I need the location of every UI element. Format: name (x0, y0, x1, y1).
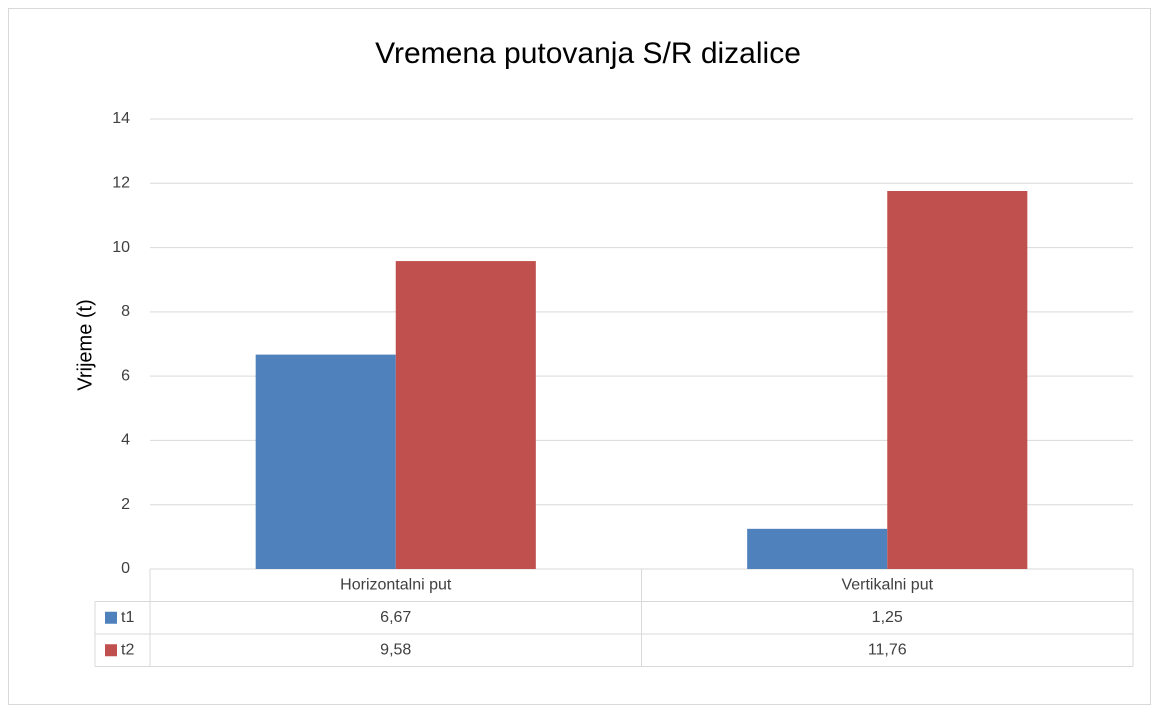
table-value: 6,67 (380, 609, 411, 626)
legend-swatch (105, 644, 117, 657)
chart-title: Vremena putovanja S/R dizalice (375, 37, 801, 70)
table-value: 1,25 (872, 609, 903, 626)
legend-label: t2 (121, 641, 134, 658)
category-label: Vertikalni put (841, 576, 933, 593)
y-tick-label: 8 (121, 303, 130, 320)
table-value: 9,58 (380, 641, 411, 658)
y-tick-label: 12 (112, 175, 130, 192)
y-axis-label: Vrijeme (t) (74, 299, 96, 390)
y-tick-label: 6 (121, 367, 130, 384)
bar (395, 261, 536, 569)
bar (887, 191, 1028, 569)
category-label: Horizontalni put (340, 576, 452, 593)
y-tick-label: 10 (112, 239, 130, 256)
table-value: 11,76 (868, 641, 907, 658)
legend-swatch (105, 611, 117, 624)
y-tick-label: 14 (112, 110, 130, 127)
y-tick-label: 0 (121, 560, 130, 577)
y-tick-label: 4 (121, 432, 130, 449)
y-tick-label: 2 (121, 496, 130, 513)
bar (255, 354, 396, 569)
legend-label: t1 (121, 609, 134, 626)
bar (747, 528, 888, 569)
